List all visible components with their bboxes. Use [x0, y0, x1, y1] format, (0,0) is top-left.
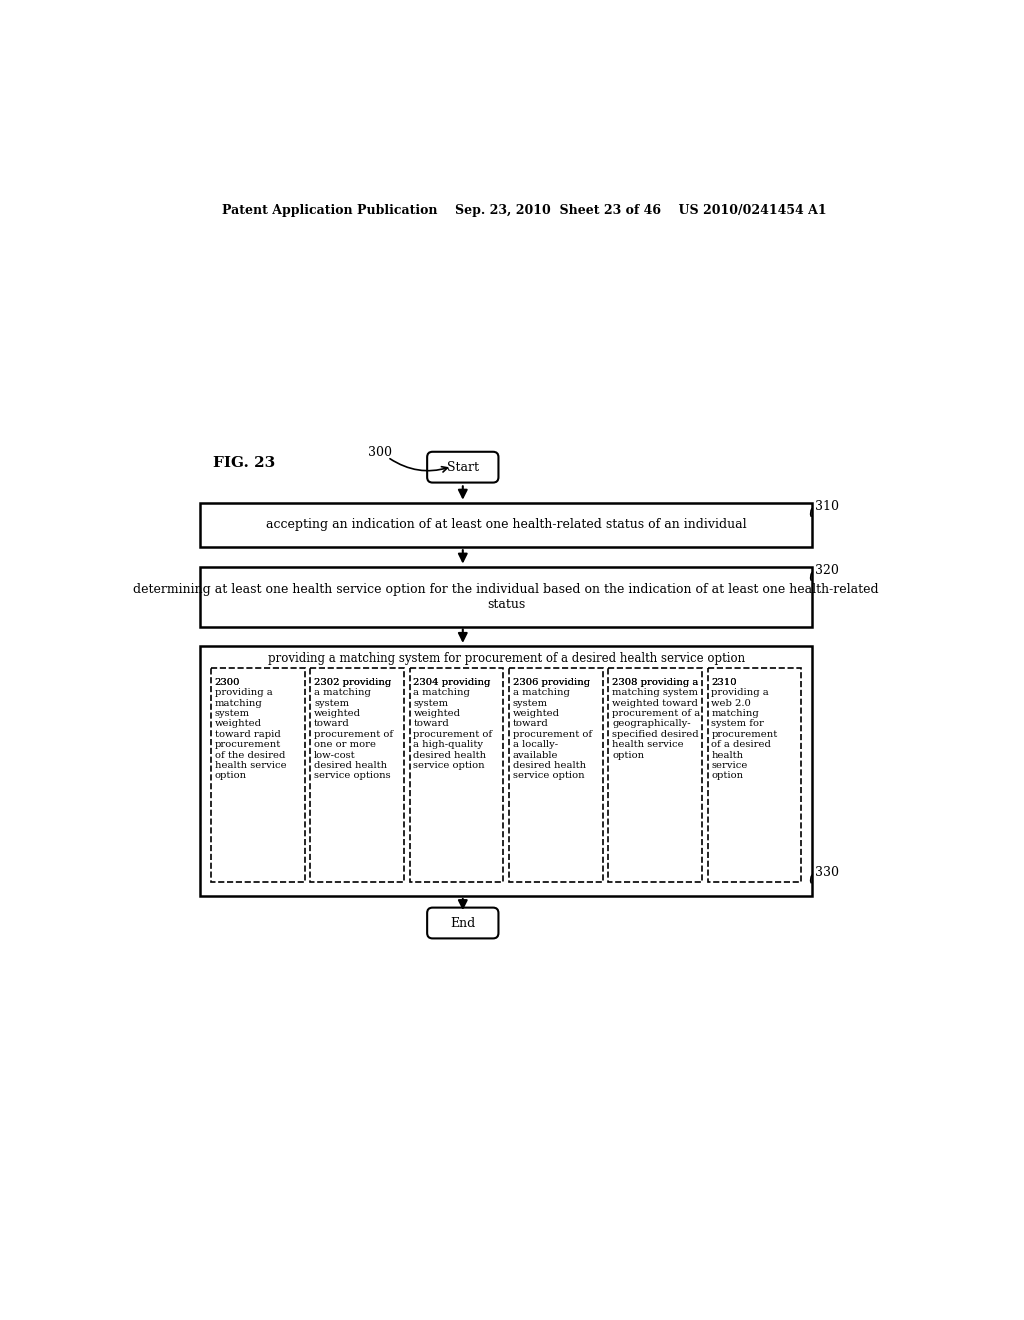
Text: FIG. 23: FIG. 23	[213, 455, 275, 470]
Text: 2304 providing: 2304 providing	[414, 678, 490, 688]
Text: Start: Start	[446, 461, 479, 474]
Text: 2300: 2300	[215, 678, 241, 688]
Text: 330: 330	[815, 866, 840, 879]
Text: matching system
weighted toward
procurement of a
geographically-
specified desir: matching system weighted toward procurem…	[612, 688, 700, 759]
Text: providing a matching system for procurement of a desired health service option: providing a matching system for procurem…	[267, 652, 744, 665]
Bar	[310, 668, 404, 882]
Text: 300: 300	[369, 446, 392, 459]
Bar	[509, 668, 603, 882]
Text: a matching
system
weighted
toward
procurement of
a high-quality
desired health
s: a matching system weighted toward procur…	[414, 688, 493, 770]
Text: accepting an indication of at least one health-related status of an individual: accepting an indication of at least one …	[266, 519, 746, 532]
Text: 2304 providing: 2304 providing	[414, 678, 490, 688]
Bar	[211, 668, 305, 882]
Text: 310: 310	[815, 500, 840, 513]
Text: a matching
system
weighted
toward
procurement of
a locally-
available
desired he: a matching system weighted toward procur…	[513, 688, 592, 780]
Text: 2300: 2300	[215, 678, 241, 688]
FancyBboxPatch shape	[427, 451, 499, 483]
Text: Patent Application Publication    Sep. 23, 2010  Sheet 23 of 46    US 2010/02414: Patent Application Publication Sep. 23, …	[222, 205, 827, 218]
Text: a matching
system
weighted
toward
procurement of
one or more
low-cost
desired he: a matching system weighted toward procur…	[314, 688, 393, 780]
Text: providing a
web 2.0
matching
system for
procurement
of a desired
health
service
: providing a web 2.0 matching system for …	[712, 688, 777, 780]
Bar	[608, 668, 702, 882]
Text: determining at least one health service option for the individual based on the i: determining at least one health service …	[133, 582, 879, 611]
Text: 2306 providing: 2306 providing	[513, 678, 590, 688]
Text: 2310: 2310	[712, 678, 737, 688]
Text: 2302 providing: 2302 providing	[314, 678, 391, 688]
Text: 2308 providing a: 2308 providing a	[612, 678, 698, 688]
Text: End: End	[451, 916, 475, 929]
Text: 2310: 2310	[712, 678, 737, 688]
Text: providing a
matching
system
weighted
toward rapid
procurement
of the desired
hea: providing a matching system weighted tow…	[215, 688, 287, 780]
Bar	[708, 668, 802, 882]
Bar	[200, 503, 812, 548]
Bar	[200, 566, 812, 627]
Text: 2302 providing: 2302 providing	[314, 678, 391, 688]
Bar	[200, 645, 812, 896]
Text: 2308 providing a: 2308 providing a	[612, 678, 698, 688]
Text: 2306 providing: 2306 providing	[513, 678, 590, 688]
Bar	[410, 668, 504, 882]
Text: 320: 320	[815, 564, 840, 577]
FancyBboxPatch shape	[427, 908, 499, 939]
